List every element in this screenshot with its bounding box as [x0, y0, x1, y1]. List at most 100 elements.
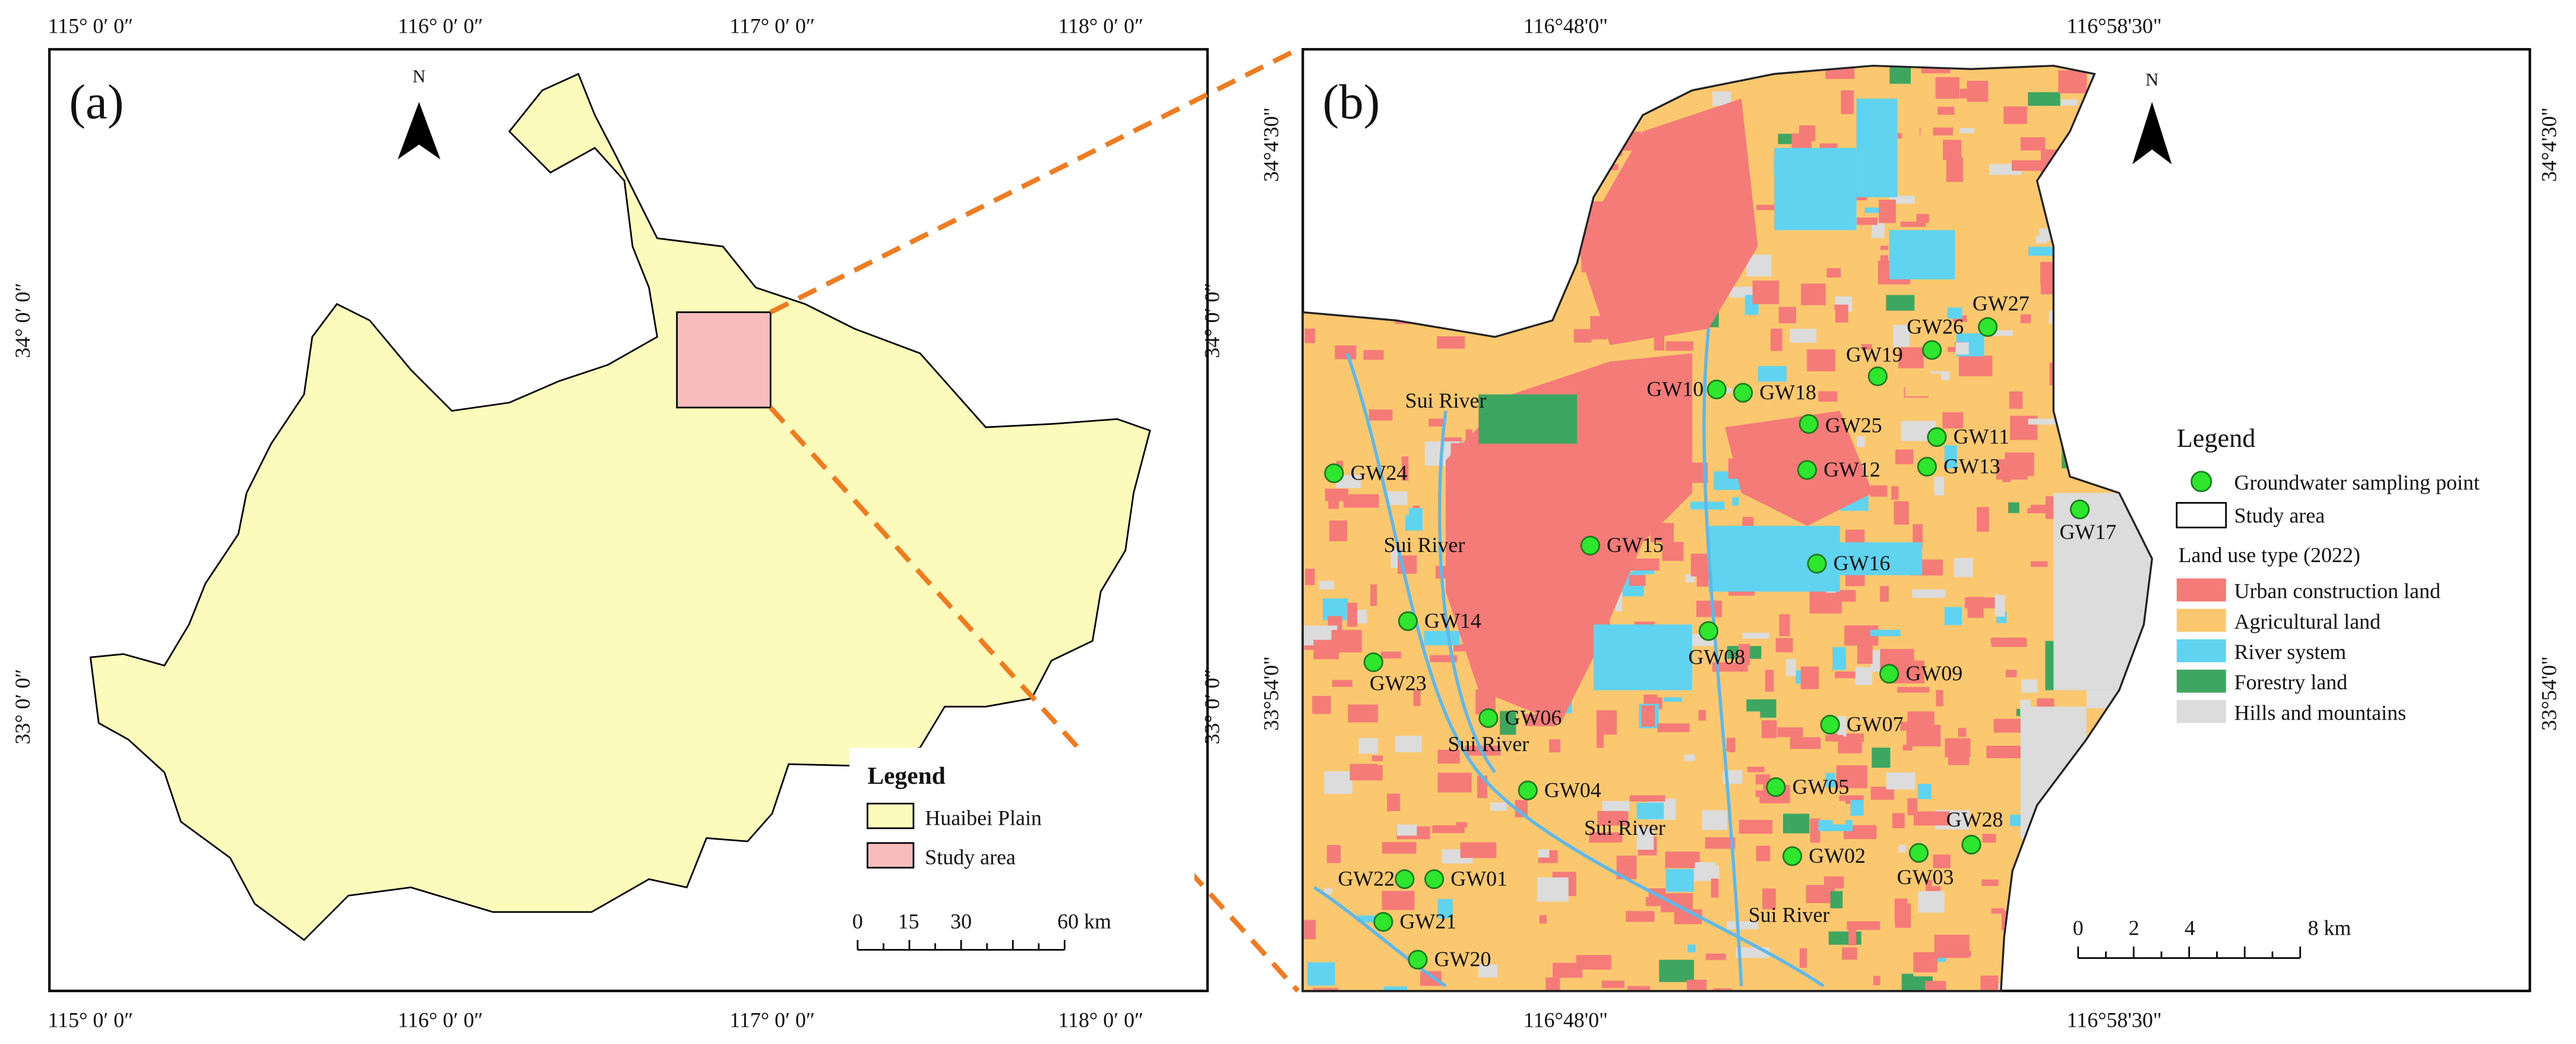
- parcel: [1347, 603, 1357, 627]
- parcel: [1948, 756, 1970, 765]
- parcel: [1832, 647, 1847, 670]
- sampling-point: [1733, 383, 1753, 403]
- legend-swatch: [867, 803, 915, 829]
- parcel: [1894, 501, 1909, 525]
- parcel: [1705, 837, 1736, 849]
- parcel: [1538, 849, 1550, 858]
- parcel: [1331, 630, 1362, 652]
- parcel: [1955, 342, 1969, 355]
- parcel: [1997, 575, 2022, 595]
- parcel: [1348, 704, 1378, 723]
- parcel: [1576, 955, 1611, 970]
- scale-label: 0: [2073, 916, 2084, 940]
- parcel: [1386, 491, 1408, 506]
- parcel: [1641, 705, 1655, 727]
- parcel: [1934, 935, 1970, 958]
- parcel: [1601, 980, 1624, 988]
- sampling-point: [1363, 652, 1383, 673]
- water: [1839, 542, 1923, 575]
- parcel: [1995, 594, 2005, 617]
- sampling-point: [1580, 535, 1600, 556]
- parcel: [1324, 771, 1352, 794]
- parcel: [1602, 801, 1629, 812]
- parcel: [1789, 329, 1817, 343]
- legend-label: Huaibei Plain: [925, 806, 1042, 829]
- panel-label: (a): [69, 74, 124, 129]
- parcel: [1343, 494, 1379, 508]
- parcel: [2028, 247, 2054, 256]
- parcel: [1430, 655, 1457, 663]
- legend-label: Hills and mountains: [2234, 701, 2406, 724]
- river-label: Sui River: [1384, 533, 1465, 557]
- parcel: [1657, 723, 1690, 733]
- parcel: [2020, 137, 2046, 151]
- parcel: [1891, 486, 1899, 500]
- sampling-point: [1879, 664, 1899, 684]
- legend-label: Groundwater sampling point: [2234, 471, 2479, 494]
- parcel: [1901, 973, 1914, 991]
- parcel: [1943, 765, 1975, 771]
- sampling-point: [1917, 456, 1937, 477]
- water: [1774, 147, 1857, 231]
- parcel: [1898, 844, 1906, 853]
- legend-swatch: [2176, 608, 2226, 632]
- parcel: [1937, 106, 1955, 115]
- legend-label: Urban construction land: [2234, 579, 2440, 603]
- point-label: GW01: [1450, 867, 1507, 891]
- parcel: [1758, 365, 1787, 382]
- sampling-point: [1424, 869, 1445, 890]
- legend-swatch: [2176, 639, 2226, 663]
- sampling-point: [1807, 554, 1827, 574]
- parcel: [1739, 819, 1773, 834]
- parcel: [1387, 793, 1400, 812]
- parcel: [2021, 679, 2038, 693]
- parcel: [1432, 825, 1465, 834]
- point-label: GW22: [1338, 867, 1395, 891]
- parcel: [1895, 903, 1911, 928]
- parcel: [1836, 590, 1856, 602]
- bottom-tick-label: 117° 0′ 0″: [729, 1008, 815, 1032]
- river: [1437, 411, 1497, 774]
- bottom-tick-label: 116° 0′ 0″: [398, 1008, 483, 1032]
- sampling-point: [1978, 317, 1998, 337]
- parcel: [1782, 813, 1810, 834]
- parcel: [2058, 70, 2087, 94]
- parcel: [1925, 980, 1946, 991]
- parcel: [1799, 948, 1807, 968]
- parcel: [1810, 818, 1820, 843]
- point-label: GW03: [1897, 865, 1954, 889]
- parcel: [1414, 702, 1423, 724]
- parcel: [1712, 674, 1730, 697]
- parcel: [1437, 336, 1465, 349]
- parcel: [1756, 784, 1763, 791]
- right-tick-label: 33°54'0": [2537, 656, 2561, 730]
- bottom-tick-label: 115° 0′ 0″: [48, 1008, 134, 1032]
- parcel: [1453, 644, 1466, 652]
- legend-title: Legend: [2177, 424, 2256, 453]
- right-tick-label: 33° 0′ 0″: [1200, 669, 1224, 745]
- left-tick-label: 34° 0′ 0″: [11, 283, 34, 358]
- parcel: [1934, 477, 1944, 496]
- left-tick-label: 34°4'30": [1259, 108, 1283, 182]
- right-tick-label: 34°4'30": [2537, 108, 2561, 182]
- parcel: [2012, 421, 2024, 427]
- parcel: [1327, 845, 1341, 863]
- river: [1313, 886, 1447, 988]
- parcel: [1907, 798, 1918, 816]
- parcel: [1659, 960, 1695, 982]
- sampling-point: [1324, 463, 1344, 484]
- parcel: [2020, 314, 2031, 324]
- parcel: [1460, 842, 1497, 858]
- point-label: GW26: [1907, 314, 1964, 338]
- parcel: [1778, 134, 1794, 144]
- parcel: [1860, 230, 1872, 246]
- scale-label: 60 km: [1057, 910, 1111, 933]
- parcel: [1687, 944, 1696, 952]
- parcel: [1889, 65, 1911, 84]
- parcel: [1917, 784, 1932, 799]
- legend-swatch: [2176, 669, 2226, 693]
- parcel: [1629, 795, 1665, 802]
- parcel: [1800, 666, 1819, 689]
- top-tick-label: 116°58'30": [2067, 14, 2162, 37]
- parcel: [1437, 772, 1472, 793]
